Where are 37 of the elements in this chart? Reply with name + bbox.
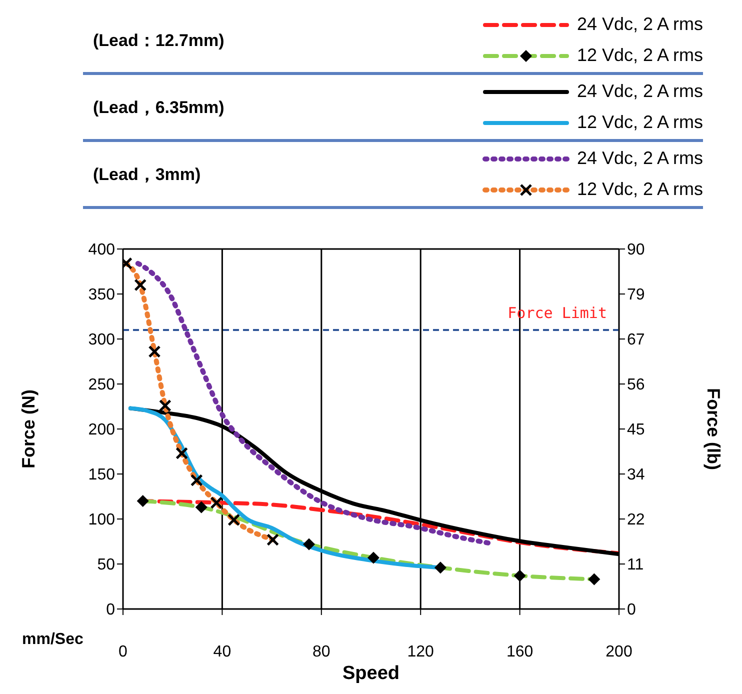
y2-tick-label: 11 [627, 556, 644, 574]
x-axis-title: Speed [342, 663, 400, 684]
x-tick-label: 160 [506, 643, 534, 660]
y2-axis-title: Force (lb) [704, 388, 724, 470]
legend-label: 12 Vdc, 2 A rms [576, 179, 703, 200]
legend-label: 24 Vdc, 2 A rms [576, 148, 703, 169]
y2-tick-label: 56 [627, 376, 645, 394]
legend-label: 24 Vdc, 2 A rms [576, 14, 703, 35]
y2-tick-label: 90 [627, 242, 645, 259]
y-tick-label: 350 [88, 286, 116, 304]
y2-tick-label: 67 [627, 332, 645, 349]
legend-label: 24 Vdc, 2 A rms [576, 81, 703, 102]
x-tick-label: 0 [118, 643, 128, 660]
legend-label: 12 Vdc, 2 A rms [576, 112, 703, 133]
y2-tick-label: 45 [627, 422, 645, 439]
y2-tick-label: 79 [627, 286, 645, 304]
y2-tick-label: 0 [627, 602, 636, 619]
y-axis-title: Force (N) [18, 389, 38, 469]
y-tick-label: 100 [88, 512, 116, 529]
y-tick-label: 50 [97, 556, 116, 574]
text: (Lead，3mm) [92, 164, 202, 186]
text: mm/Sec [22, 631, 84, 649]
x-tick-label: 80 [312, 643, 330, 660]
x-tick-label: 40 [213, 643, 232, 660]
legend-label: 12 Vdc, 2 A rms [576, 45, 703, 66]
y-tick-label: 300 [88, 332, 116, 349]
y-tick-label: 250 [88, 376, 116, 394]
y2-tick-label: 22 [627, 512, 645, 529]
text: (Lead：12.7mm) [92, 30, 226, 52]
x-tick-label: 120 [407, 643, 434, 660]
y-tick-label: 0 [106, 602, 116, 619]
y-tick-label: 400 [88, 242, 116, 259]
y-tick-label: 200 [88, 422, 116, 439]
text: (Lead，6.35mm) [92, 96, 226, 118]
x-tick-label: 200 [606, 643, 632, 660]
y-tick-label: 150 [88, 466, 116, 484]
y2-tick-label: 34 [627, 466, 645, 484]
